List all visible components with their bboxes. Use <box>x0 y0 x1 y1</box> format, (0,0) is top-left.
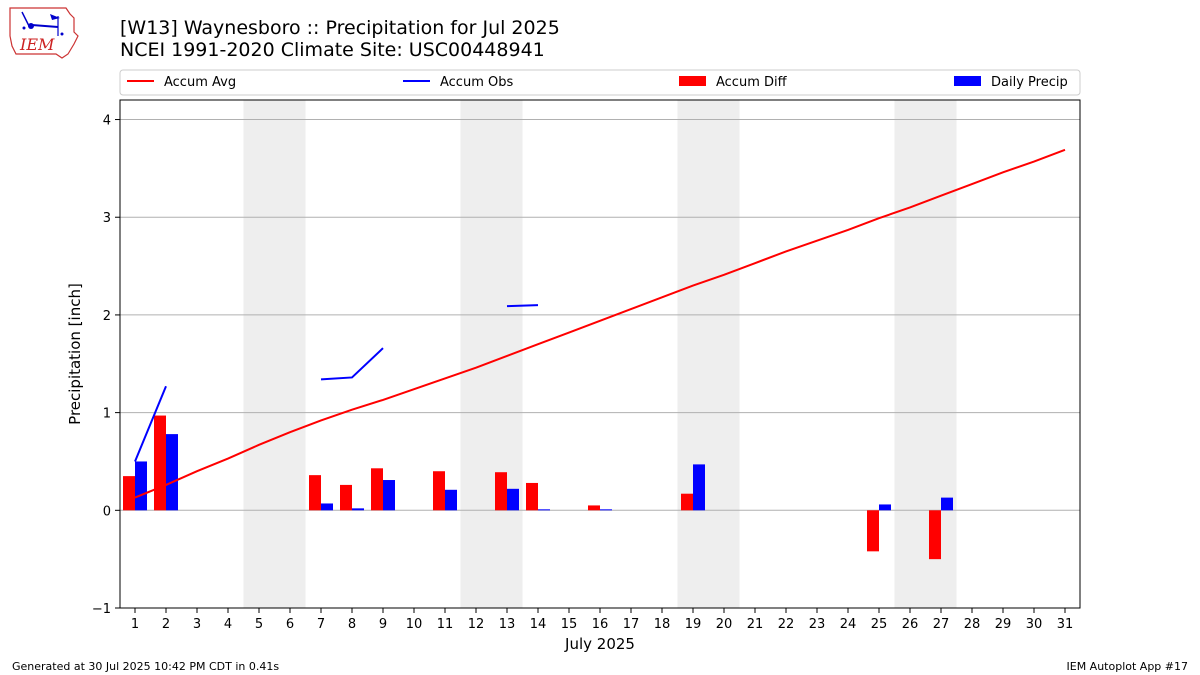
weekend-band <box>894 100 957 608</box>
daily-precip-bar <box>383 480 395 511</box>
x-tick-label: 23 <box>809 617 826 632</box>
footer-app: IEM Autoplot App #17 <box>1066 660 1189 673</box>
x-tick-label: 20 <box>716 617 733 632</box>
x-tick-label: 2 <box>162 617 170 632</box>
accum-diff-bar <box>123 476 135 511</box>
y-tick-label: 0 <box>103 504 111 519</box>
legend-label: Accum Diff <box>716 75 788 90</box>
daily-precip-bar <box>166 434 178 511</box>
daily-precip-bar <box>321 503 333 511</box>
x-tick-label: 19 <box>685 617 702 632</box>
y-axis-label: Precipitation [inch] <box>66 283 84 425</box>
x-tick-label: 16 <box>592 617 609 632</box>
accum-obs-line <box>134 385 167 462</box>
x-tick-label: 18 <box>654 617 671 632</box>
daily-precip-bar <box>507 488 519 511</box>
accum-avg-line <box>134 148 1066 499</box>
accum-diff-bar <box>681 493 693 511</box>
x-tick-label: 31 <box>1057 617 1074 632</box>
daily-precip-bar <box>879 504 891 511</box>
x-tick-label: 12 <box>468 617 485 632</box>
y-tick-label: −1 <box>92 602 111 617</box>
logo-text: IEM <box>19 35 55 54</box>
x-tick-label: 14 <box>530 617 547 632</box>
x-tick-label: 28 <box>964 617 981 632</box>
x-tick-label: 10 <box>406 617 423 632</box>
x-tick-label: 27 <box>933 617 950 632</box>
accum-obs-line <box>320 347 384 381</box>
y-tick-label: 1 <box>103 407 111 422</box>
x-tick-label: 6 <box>286 617 294 632</box>
accum-diff-bar <box>588 505 600 511</box>
daily-precip-bar <box>135 461 147 511</box>
weekend-shading <box>243 100 957 608</box>
x-axis-label: July 2025 <box>564 635 635 653</box>
x-tick-label: 15 <box>561 617 578 632</box>
iem-logo: IEM <box>9 7 79 59</box>
accum-diff-bar <box>154 415 166 511</box>
weather-station-icon <box>21 11 64 36</box>
accum-diff-bar <box>433 471 445 511</box>
x-tick-label: 11 <box>437 617 454 632</box>
chart-subtitle: NCEI 1991-2020 Climate Site: USC00448941 <box>120 39 545 61</box>
legend: Accum Avg Accum Obs Accum Diff Daily Precip <box>119 69 1081 96</box>
x-tick-label: 5 <box>255 617 263 632</box>
y-tick-label: 4 <box>103 114 111 129</box>
x-tick-label: 24 <box>840 617 857 632</box>
accum-diff-bar <box>867 510 879 552</box>
footer-generated: Generated at 30 Jul 2025 10:42 PM CDT in… <box>12 660 280 673</box>
x-tick-label: 1 <box>131 617 139 632</box>
x-tick-label: 25 <box>871 617 888 632</box>
y-tick-label: 2 <box>103 309 111 324</box>
accum-obs-line <box>506 304 539 308</box>
daily-precip-bar <box>352 508 364 511</box>
x-tick-label: 17 <box>623 617 640 632</box>
x-tick-label: 29 <box>995 617 1012 632</box>
x-tick-label: 22 <box>778 617 795 632</box>
chart-title: [W13] Waynesboro :: Precipitation for Ju… <box>120 17 560 39</box>
x-tick-label: 4 <box>224 617 232 632</box>
legend-label: Accum Avg <box>164 75 236 90</box>
x-tick-label: 3 <box>193 617 201 632</box>
daily-precip-bar <box>538 509 550 511</box>
x-tick-label: 13 <box>499 617 516 632</box>
accum-diff-bar <box>371 468 383 511</box>
bars <box>123 415 953 560</box>
legend-label: Accum Obs <box>440 75 513 90</box>
y-tick-label: 3 <box>103 211 111 226</box>
daily-precip-bar <box>693 464 705 511</box>
weekend-band <box>677 100 740 608</box>
lines <box>134 148 1066 499</box>
accum-diff-bar <box>929 510 941 560</box>
x-tick-label: 7 <box>317 617 325 632</box>
daily-precip-bar <box>445 489 457 511</box>
accum-diff-bar <box>309 475 321 511</box>
legend-label: Daily Precip <box>991 75 1068 90</box>
accum-diff-bar <box>526 482 538 511</box>
x-tick-label: 21 <box>747 617 764 632</box>
x-tick-label: 26 <box>902 617 919 632</box>
x-tick-label: 9 <box>379 617 387 632</box>
daily-precip-bar <box>941 497 953 511</box>
weekend-band <box>243 100 306 608</box>
daily-precip-bar <box>600 509 612 511</box>
x-tick-label: 8 <box>348 617 356 632</box>
accum-diff-bar <box>340 484 352 511</box>
legend-frame <box>119 69 1081 96</box>
legend-bar-swatch <box>954 76 981 86</box>
x-tick-label: 30 <box>1026 617 1043 632</box>
legend-bar-swatch <box>679 76 706 86</box>
accum-diff-bar <box>495 472 507 511</box>
